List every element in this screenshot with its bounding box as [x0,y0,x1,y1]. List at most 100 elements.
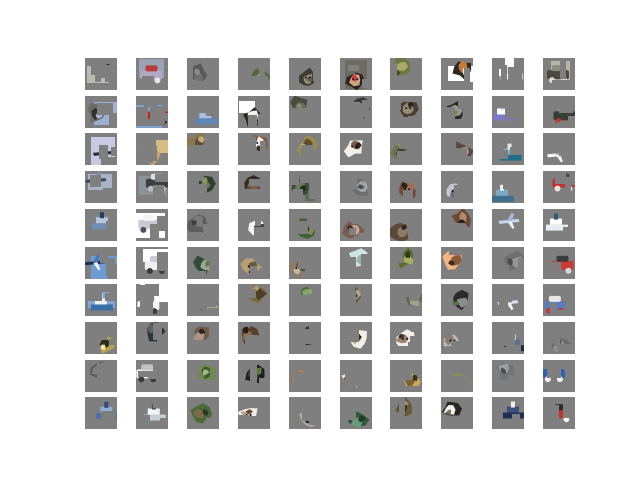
image-tile-r2-c5 [288,95,321,128]
image-tile-r3-c2 [135,133,168,166]
bird-image [186,284,219,317]
frog-image [288,208,321,241]
cat-image [441,171,474,204]
frog-image [390,246,423,279]
deer-image [390,359,423,392]
truck-image [543,284,576,317]
truck-image [543,246,576,279]
ship-image [492,95,525,128]
image-tile-r2-c9 [492,95,525,128]
image-tile-r7-c6 [339,284,372,317]
image-tile-r4-c6 [339,171,372,204]
ship-image [85,208,117,241]
masked-image [186,58,219,90]
image-tile-r6-c9 [492,246,525,279]
airplane-image [492,208,525,241]
image-tile-r8-c1 [85,321,117,354]
image-tile-r3-c3 [186,133,219,166]
image-tile-r4-c1 [85,171,117,204]
image-tile-r1-c10 [543,58,576,90]
image-tile-r7-c10 [543,284,576,317]
frog-image [288,284,321,317]
cat-image [186,321,219,354]
image-tile-r2-c1 [85,95,117,128]
image-tile-r7-c3 [186,284,219,317]
cat-image [237,133,270,166]
image-tile-r2-c2 [135,95,168,128]
cat-image [288,246,321,279]
truck-image [543,95,576,128]
horse-image [237,359,270,392]
image-tile-r2-c8 [441,95,474,128]
image-tile-r9-c2 [135,359,168,392]
masked-image [492,246,525,279]
image-tile-r6-c6 [339,246,372,279]
image-tile-r2-c4 [237,95,270,128]
image-tile-r6-c7 [390,246,423,279]
image-tile-r10-c10 [543,397,576,430]
image-tile-r4-c3 [186,171,219,204]
cat-image [441,321,474,354]
airplane-image [85,246,117,279]
masked-image [339,95,372,128]
truck-image [543,58,576,90]
image-tile-r2-c3 [186,95,219,128]
image-tile-r8-c10 [543,321,576,354]
image-tile-r10-c2 [135,397,168,430]
image-tile-r9-c7 [390,359,423,392]
frog-image [288,133,321,166]
bird-image [186,246,219,279]
truck-image [543,359,576,392]
horse-image [441,246,474,279]
image-tile-r8-c7 [390,321,423,354]
image-tile-r5-c7 [390,208,423,241]
horse-image [441,397,474,430]
image-tile-r5-c5 [288,208,321,241]
image-tile-r10-c4 [237,397,270,430]
dog-image [339,133,372,166]
car-image [135,359,168,392]
image-tile-r3-c9 [492,133,525,166]
image-tile-r4-c8 [441,171,474,204]
dog-image [390,171,423,204]
cat-image [441,133,474,166]
image-tile-r2-c10 [543,95,576,128]
frog-image [390,58,423,90]
image-tile-r9-c10 [543,359,576,392]
ship-image [492,133,525,166]
car-image [135,58,168,90]
masked-image [288,95,321,128]
image-tile-r10-c3 [186,397,219,430]
image-tile-r3-c5 [288,133,321,166]
ship-image [135,397,168,430]
image-tile-r4-c7 [390,171,423,204]
bird-image [186,397,219,430]
deer-image [186,359,219,392]
image-tile-r1-c8 [441,58,474,90]
deer-image [237,284,270,317]
truck-image [543,397,576,430]
image-tile-r7-c7 [390,284,423,317]
car-image [135,246,168,279]
masked-image [186,208,219,241]
image-tile-r6-c8 [441,246,474,279]
bird-image [85,321,117,354]
masked-image [543,321,576,354]
car-image [135,284,168,317]
image-tile-r8-c4 [237,321,270,354]
airplane-image [492,284,525,317]
frog-image [237,58,270,90]
image-tile-r8-c5 [288,321,321,354]
image-tile-r1-c7 [390,58,423,90]
image-tile-r8-c8 [441,321,474,354]
deer-image [441,208,474,241]
deer-image [390,133,423,166]
deer-image [288,171,321,204]
image-tile-r8-c2 [135,321,168,354]
image-tile-r9-c8 [441,359,474,392]
horse-image [237,171,270,204]
image-tile-r5-c2 [135,208,168,241]
ship-image [186,95,219,128]
airplane-image [85,58,117,90]
airplane-image [85,171,117,204]
